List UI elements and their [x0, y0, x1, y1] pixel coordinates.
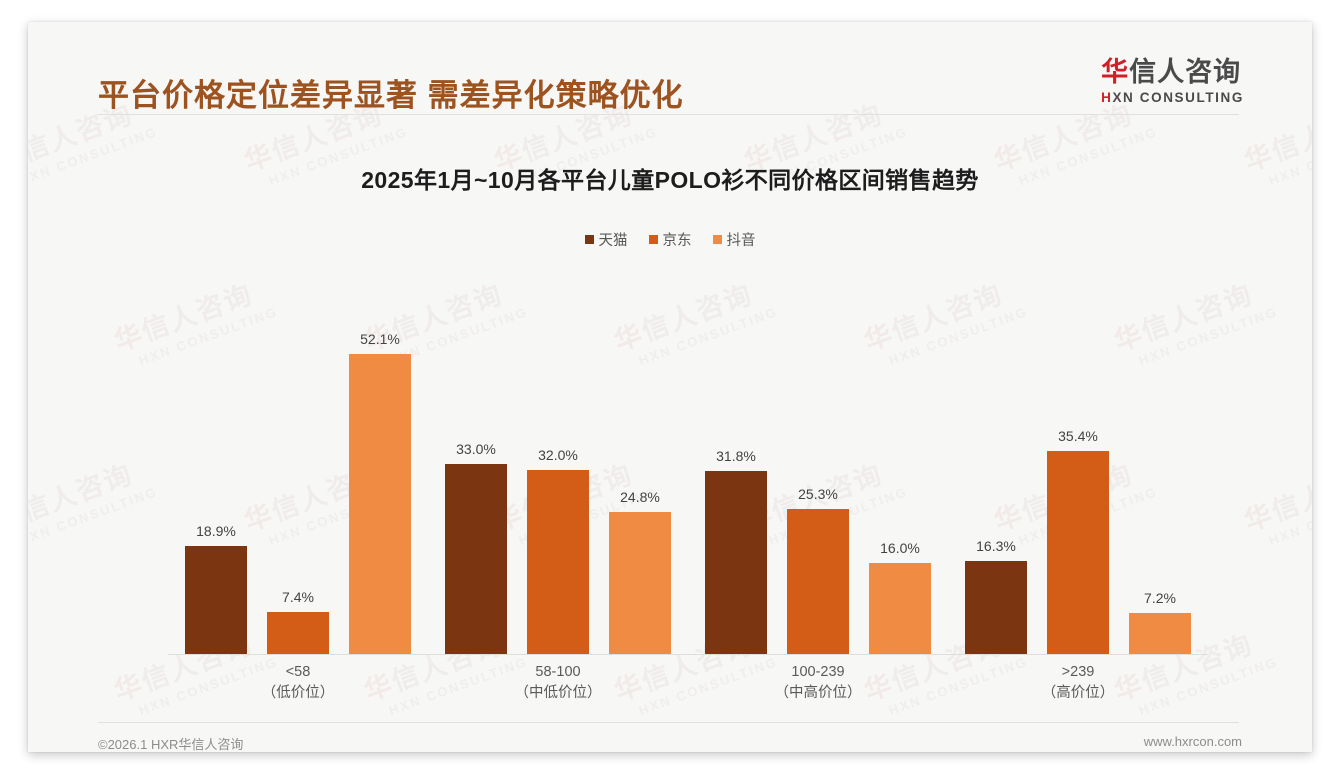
bar-slot: 35.4%: [1037, 272, 1119, 655]
bar-value-label: 16.3%: [976, 537, 1016, 554]
x-tick-sublabel: （高价位）: [1041, 685, 1115, 702]
bar-value-label: 24.8%: [620, 488, 660, 505]
x-tick-sublabel: （低价位）: [261, 685, 335, 702]
title-divider: [98, 114, 1239, 115]
x-tick-<58: <58 （低价位）: [168, 662, 428, 704]
bar-京东-100-239[interactable]: [787, 508, 849, 655]
legend-label: 抖音: [726, 233, 756, 249]
footer-divider: [98, 722, 1239, 723]
x-axis-labels: <58 （低价位） 58-100 （中低价位） 100-239 （中高价位） >239 （高价…: [168, 662, 1208, 704]
brand-logo: 华信人咨询 HXN CONSULTING: [1101, 57, 1244, 105]
bar-group-<58: 18.9% 7.4% 52.1%: [168, 272, 428, 655]
legend-swatch-icon: [584, 235, 594, 244]
bar-抖音-58-100[interactable]: [609, 511, 671, 655]
bar-value-label: 25.3%: [798, 485, 838, 502]
bar-天猫-<58[interactable]: [185, 545, 247, 655]
legend-swatch-icon: [712, 235, 722, 244]
bar-value-label: 33.0%: [456, 441, 496, 458]
logo-english-accent: H: [1101, 89, 1113, 105]
x-tick-58-100: 58-100 （中低价位）: [428, 662, 688, 704]
bar-slot: 16.0%: [859, 272, 941, 655]
legend-swatch-icon: [648, 235, 658, 244]
x-tick-sublabel: （中低价位）: [514, 685, 602, 702]
bar-京东-<58[interactable]: [267, 612, 329, 655]
bar-京东-58-100[interactable]: [527, 470, 589, 655]
bar-value-label: 7.4%: [282, 589, 314, 606]
bar-slot: 25.3%: [777, 272, 859, 655]
logo-chinese-rest: 信人咨询: [1129, 57, 1242, 87]
bar-slot: 7.4%: [257, 272, 339, 655]
bar-slot: 16.3%: [955, 272, 1037, 655]
bar-slot: 7.2%: [1119, 272, 1201, 655]
bar-value-label: 35.4%: [1058, 427, 1098, 444]
legend-item-京东[interactable]: 京东: [648, 229, 692, 250]
x-tick-100-239: 100-239 （中高价位）: [688, 662, 948, 704]
logo-chinese-accent: 华: [1101, 57, 1130, 87]
bar-京东->239[interactable]: [1047, 450, 1109, 655]
chart-legend: 天猫 京东 抖音: [28, 229, 1312, 250]
bar-抖音->239[interactable]: [1129, 613, 1191, 655]
legend-item-抖音[interactable]: 抖音: [712, 229, 756, 250]
bar-slot: 33.0%: [435, 272, 517, 655]
bar-抖音-<58[interactable]: [349, 354, 411, 655]
x-tick-range: 58-100: [535, 664, 581, 680]
legend-label: 京东: [662, 233, 692, 249]
page-title: 平台价格定位差异显著 需差异化策略优化: [98, 78, 684, 113]
footer-website: www.hxrcon.com: [1143, 734, 1242, 749]
x-tick-range: >239: [1061, 664, 1095, 680]
bar-slot: 52.1%: [339, 272, 421, 655]
bar-group-58-100: 33.0% 32.0% 24.8%: [428, 272, 688, 655]
bar-slot: 18.9%: [175, 272, 257, 655]
bar-天猫->239[interactable]: [965, 560, 1027, 655]
chart-plot-area: 18.9% 7.4% 52.1% 33.0% 32.0% 24.8% 31.8% 25.3% 1…: [168, 272, 1208, 655]
slide-header: 平台价格定位差异显著 需差异化策略优化 华信人咨询 HXN CONSULTING: [28, 22, 1312, 130]
x-tick-range: 100-239: [791, 664, 845, 680]
chart-title: 2025年1月~10月各平台儿童POLO衫不同价格区间销售趋势: [361, 167, 979, 193]
bar-天猫-58-100[interactable]: [445, 464, 507, 655]
legend-item-天猫[interactable]: 天猫: [584, 229, 628, 250]
bar-value-label: 16.0%: [880, 539, 920, 556]
legend-label: 天猫: [598, 233, 628, 249]
x-tick-range: <58: [285, 664, 311, 680]
bar-group->239: 16.3% 35.4% 7.2%: [948, 272, 1208, 655]
footer-copyright: ©2026.1 HXR华信人咨询: [98, 737, 244, 752]
bar-value-label: 52.1%: [360, 331, 400, 348]
bar-groups: 18.9% 7.4% 52.1% 33.0% 32.0% 24.8% 31.8% 25.3% 1…: [168, 272, 1208, 655]
logo-english-rest: XN CONSULTING: [1112, 89, 1244, 105]
bar-value-label: 7.2%: [1144, 590, 1176, 607]
bar-group-100-239: 31.8% 25.3% 16.0%: [688, 272, 948, 655]
logo-english: HXN CONSULTING: [1101, 90, 1244, 105]
x-tick->239: >239 （高价位）: [948, 662, 1208, 704]
bar-value-label: 18.9%: [196, 522, 236, 539]
x-axis-line: [168, 654, 1208, 655]
bar-抖音-100-239[interactable]: [869, 562, 931, 655]
bar-slot: 24.8%: [599, 272, 681, 655]
bar-value-label: 31.8%: [716, 448, 756, 465]
bar-slot: 32.0%: [517, 272, 599, 655]
bar-slot: 31.8%: [695, 272, 777, 655]
x-tick-sublabel: （中高价位）: [774, 685, 862, 702]
bar-天猫-100-239[interactable]: [705, 471, 767, 655]
logo-chinese: 华信人咨询: [1101, 57, 1244, 88]
bar-value-label: 32.0%: [538, 447, 578, 464]
